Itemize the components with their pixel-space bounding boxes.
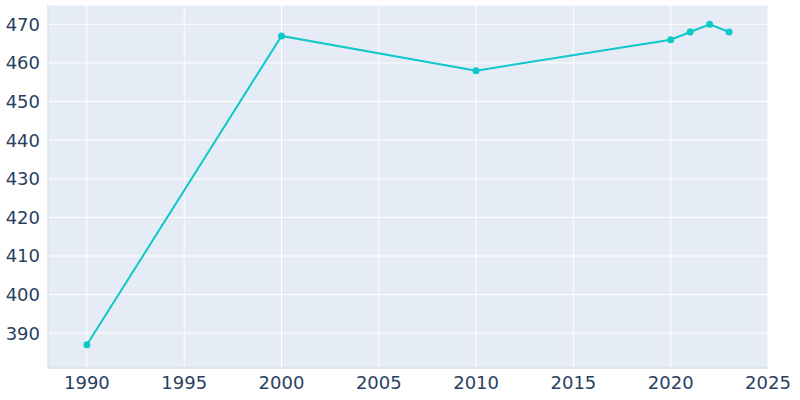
svg-text:2005: 2005 <box>356 372 402 393</box>
svg-text:2020: 2020 <box>648 372 694 393</box>
svg-text:420: 420 <box>8 207 40 228</box>
svg-text:2025: 2025 <box>745 372 791 393</box>
svg-text:2000: 2000 <box>259 372 305 393</box>
svg-text:2015: 2015 <box>550 372 596 393</box>
svg-text:410: 410 <box>8 245 40 266</box>
svg-text:450: 450 <box>8 91 40 112</box>
svg-text:2010: 2010 <box>453 372 499 393</box>
svg-text:430: 430 <box>8 168 40 189</box>
svg-text:400: 400 <box>8 284 40 305</box>
svg-text:470: 470 <box>8 14 40 35</box>
svg-text:1995: 1995 <box>161 372 207 393</box>
svg-text:440: 440 <box>8 130 40 151</box>
svg-text:390: 390 <box>8 323 40 344</box>
svg-text:1990: 1990 <box>64 372 110 393</box>
svg-text:460: 460 <box>8 52 40 73</box>
